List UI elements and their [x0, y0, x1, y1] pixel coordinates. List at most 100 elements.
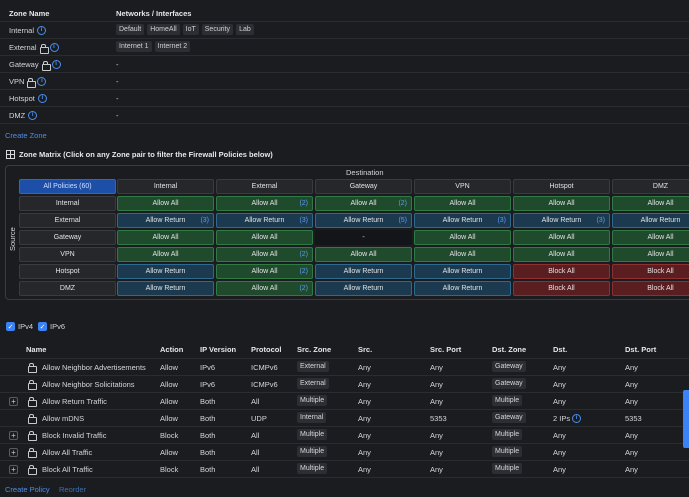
policy-row[interactable]: Allow mDNS Allow Both UDP Internal Any 5353 Gat…	[0, 409, 689, 426]
matrix-cell[interactable]: Allow All (2)	[216, 264, 313, 279]
zone-row[interactable]: Hotspot i -	[0, 89, 689, 106]
expand-button[interactable]: +	[9, 397, 18, 406]
policy-row[interactable]: + Block All Traffic Block Both All Multiple An…	[0, 460, 689, 477]
matrix-cell[interactable]: Allow Return	[612, 213, 689, 228]
matrix-cell[interactable]: Allow Return	[117, 264, 214, 279]
zone-table-divider	[0, 123, 689, 124]
policy-row[interactable]: Allow Neighbor Solicitations Allow IPv6 ICM…	[0, 375, 689, 392]
zone-name-header: Zone Name	[9, 9, 50, 18]
zone-name-label: Gateway	[9, 60, 39, 69]
matrix-cell[interactable]: Allow All	[117, 196, 214, 211]
policy-src-zone: Multiple	[297, 446, 328, 457]
policy-protocol: ICMPv6	[251, 363, 278, 372]
matrix-col-internal: Internal	[117, 179, 214, 194]
policy-row[interactable]: Allow Neighbor Advertisements Allow IPv6 IC…	[0, 358, 689, 375]
create-policy-button[interactable]: Create Policy	[5, 485, 50, 494]
matrix-cell-label: Allow All	[251, 251, 278, 258]
matrix-cell[interactable]: Allow All (2)	[216, 247, 313, 262]
matrix-cell[interactable]: Block All	[513, 281, 610, 296]
reorder-button[interactable]: Reorder	[59, 485, 87, 494]
matrix-cell[interactable]: Allow All (2)	[216, 281, 313, 296]
matrix-cell[interactable]: Allow Return	[315, 281, 412, 296]
all-policies-button[interactable]: All Policies (60)	[19, 179, 116, 194]
matrix-cell[interactable]: Allow All (2)	[216, 196, 313, 211]
zone-row[interactable]: External i Internet 1 Internet 2	[0, 38, 689, 55]
matrix-cell[interactable]: Allow All	[414, 247, 511, 262]
zone-name-label: Internal	[9, 26, 35, 35]
matrix-cell[interactable]: Allow All	[216, 230, 313, 245]
info-icon[interactable]: i	[37, 94, 47, 103]
matrix-cell-label: Allow Return	[640, 217, 681, 224]
matrix-cell-count: (3)	[299, 217, 308, 224]
info-icon[interactable]: i	[572, 414, 581, 423]
matrix-cell[interactable]: Allow All	[612, 247, 689, 262]
matrix-cell[interactable]: Allow All	[612, 230, 689, 245]
matrix-cell[interactable]: Allow All	[513, 196, 610, 211]
network-empty: -	[116, 111, 119, 120]
matrix-cell[interactable]: Allow Return (3)	[414, 213, 511, 228]
info-icon[interactable]: i	[51, 60, 61, 69]
matrix-cell[interactable]: Block All	[612, 264, 689, 279]
matrix-cell[interactable]: Allow Return	[315, 264, 412, 279]
zone-networks: -	[116, 75, 119, 86]
zone-row[interactable]: Internal i Default HomeAll IoT Security Lab	[0, 21, 689, 38]
policy-row[interactable]: + Allow Return Traffic Allow Both All Multipl…	[0, 392, 689, 409]
matrix-cell-count: (2)	[299, 200, 308, 207]
matrix-cell[interactable]: Allow All	[117, 230, 214, 245]
matrix-cell[interactable]: Allow Return (3)	[117, 213, 214, 228]
info-icon[interactable]: i	[28, 111, 38, 120]
policy-dst-port: Any	[625, 363, 638, 372]
network-chip: Internet 1	[116, 41, 152, 52]
row-action-strip[interactable]	[683, 390, 689, 448]
matrix-cell[interactable]: Allow All	[315, 247, 412, 262]
ipv6-checkbox[interactable]: ✓	[38, 322, 47, 331]
expand-button[interactable]: +	[9, 431, 18, 440]
expand-button[interactable]: +	[9, 465, 18, 474]
expand-button[interactable]: +	[9, 448, 18, 457]
policy-name: Allow Neighbor Advertisements	[42, 363, 146, 372]
matrix-cell[interactable]: Block All	[513, 264, 610, 279]
matrix-cell[interactable]: Allow Return (3)	[513, 213, 610, 228]
matrix-cell[interactable]: Allow All	[612, 196, 689, 211]
info-icon[interactable]: i	[37, 77, 47, 86]
zone-row[interactable]: Gateway i -	[0, 55, 689, 72]
network-empty: -	[116, 94, 119, 103]
policy-src-zone: External	[297, 361, 329, 372]
zone-row[interactable]: DMZ i -	[0, 106, 689, 123]
matrix-col-hotspot: Hotspot	[513, 179, 610, 194]
policy-name: Allow mDNS	[42, 414, 85, 423]
matrix-cell[interactable]: Allow Return	[414, 281, 511, 296]
matrix-cell[interactable]: Allow All	[414, 196, 511, 211]
matrix-cell[interactable]: Allow Return (5)	[315, 213, 412, 228]
policy-src-port: Any	[430, 448, 443, 457]
ipv6-filter[interactable]: ✓ IPv6	[38, 322, 65, 331]
matrix-cell-label: Allow Return	[145, 285, 186, 292]
info-icon[interactable]: i	[49, 43, 59, 52]
matrix-cell[interactable]: Allow All	[117, 247, 214, 262]
policy-header: Src. Port	[430, 345, 462, 354]
matrix-cell[interactable]: Block All	[612, 281, 689, 296]
policy-src: Any	[358, 380, 371, 389]
policy-row[interactable]: + Block Invalid Traffic Block Both All Multip…	[0, 426, 689, 443]
matrix-cell[interactable]: Allow Return	[117, 281, 214, 296]
matrix-cell-label: Allow All	[548, 251, 575, 258]
matrix-cell[interactable]: Allow Return (3)	[216, 213, 313, 228]
zone-row[interactable]: VPN i -	[0, 72, 689, 89]
matrix-cell-label: Allow All	[251, 268, 278, 275]
info-icon[interactable]: i	[37, 26, 47, 35]
matrix-cell[interactable]: Allow All (2)	[315, 196, 412, 211]
create-zone-button[interactable]: Create Zone	[5, 131, 47, 140]
policy-row[interactable]: + Allow All Traffic Allow Both All Multiple An…	[0, 443, 689, 460]
ipv4-filter[interactable]: ✓ IPv4	[6, 322, 33, 331]
matrix-cell[interactable]: Allow All	[513, 247, 610, 262]
policy-action: Allow	[160, 397, 178, 406]
matrix-cell[interactable]: Allow All	[513, 230, 610, 245]
policy-dst-zone: Gateway	[492, 361, 526, 372]
matrix-cell[interactable]: Allow All	[414, 230, 511, 245]
zone-name-label: DMZ	[9, 111, 26, 120]
ipv4-checkbox[interactable]: ✓	[6, 322, 15, 331]
matrix-cell-count: (3)	[596, 217, 605, 224]
policy-src-zone: Multiple	[297, 395, 328, 406]
policy-ipver: Both	[200, 414, 216, 423]
matrix-cell[interactable]: Allow Return	[414, 264, 511, 279]
